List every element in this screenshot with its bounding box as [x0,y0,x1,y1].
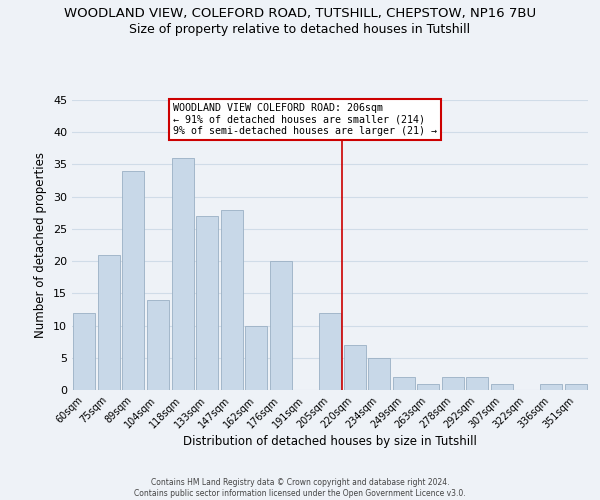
Bar [565,384,587,390]
Bar [491,384,513,390]
Bar [172,158,194,390]
Text: Size of property relative to detached houses in Tutshill: Size of property relative to detached ho… [130,22,470,36]
Bar [417,384,439,390]
Bar [344,345,365,390]
Bar [73,312,95,390]
Bar [392,377,415,390]
Text: Contains HM Land Registry data © Crown copyright and database right 2024.
Contai: Contains HM Land Registry data © Crown c… [134,478,466,498]
Y-axis label: Number of detached properties: Number of detached properties [34,152,47,338]
Text: WOODLAND VIEW COLEFORD ROAD: 206sqm
← 91% of detached houses are smaller (214)
9: WOODLAND VIEW COLEFORD ROAD: 206sqm ← 91… [173,103,437,136]
Text: WOODLAND VIEW, COLEFORD ROAD, TUTSHILL, CHEPSTOW, NP16 7BU: WOODLAND VIEW, COLEFORD ROAD, TUTSHILL, … [64,8,536,20]
Bar [196,216,218,390]
Bar [319,312,341,390]
Bar [122,171,145,390]
X-axis label: Distribution of detached houses by size in Tutshill: Distribution of detached houses by size … [183,436,477,448]
Bar [540,384,562,390]
Bar [442,377,464,390]
Bar [270,261,292,390]
Bar [98,254,120,390]
Bar [368,358,390,390]
Bar [466,377,488,390]
Bar [245,326,268,390]
Bar [147,300,169,390]
Bar [221,210,243,390]
